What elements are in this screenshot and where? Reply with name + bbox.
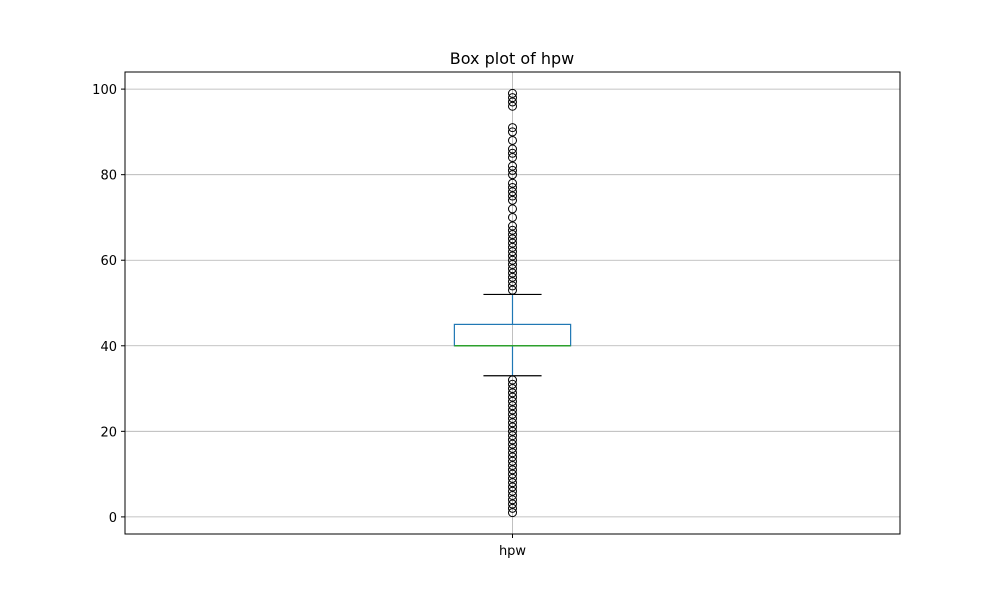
outlier-point xyxy=(508,491,517,500)
outlier-point xyxy=(508,461,517,471)
y-tick-label: 80 xyxy=(100,169,117,184)
outlier-point xyxy=(508,123,517,133)
outlier-point xyxy=(508,230,517,240)
outlier-point xyxy=(508,465,517,475)
y-tick-label: 100 xyxy=(92,83,117,98)
outlier-point xyxy=(508,422,517,432)
outlier-point xyxy=(508,93,517,103)
outlier-point xyxy=(508,161,517,171)
outlier-point xyxy=(508,170,517,180)
outlier-point xyxy=(508,435,517,445)
outlier-point xyxy=(508,212,517,222)
outlier-point xyxy=(508,388,517,398)
y-tick-label: 60 xyxy=(100,254,117,269)
outlier-point xyxy=(508,135,517,145)
outlier-point xyxy=(508,414,517,423)
outlier-point xyxy=(508,264,517,274)
outlier-point xyxy=(508,238,517,248)
outlier-point xyxy=(508,101,517,111)
outlier-point xyxy=(508,478,517,488)
outlier-point xyxy=(508,482,517,492)
outlier-point xyxy=(508,379,517,389)
outlier-point xyxy=(508,260,517,269)
chart-title: Box plot of hpw xyxy=(450,49,574,68)
outlier-point xyxy=(508,499,517,509)
outlier-point xyxy=(508,452,517,462)
outlier-point xyxy=(508,409,517,419)
outlier-point xyxy=(508,183,517,192)
outlier-point xyxy=(508,247,517,257)
outlier-point xyxy=(508,225,517,235)
outlier-point xyxy=(508,272,517,282)
outlier-point xyxy=(508,234,517,244)
x-tick-label: hpw xyxy=(499,544,526,559)
outlier-point xyxy=(508,495,517,505)
y-tick-label: 0 xyxy=(109,511,117,526)
outlier-point xyxy=(508,268,517,278)
outlier-point xyxy=(508,148,517,158)
outlier-point xyxy=(508,88,517,98)
outlier-point xyxy=(508,277,517,287)
outlier-point xyxy=(508,165,517,175)
outlier-point xyxy=(508,255,517,265)
outlier-point xyxy=(508,486,517,496)
outlier-point xyxy=(508,221,517,231)
outlier-point xyxy=(508,384,517,394)
outlier-point xyxy=(508,439,517,449)
outlier-point xyxy=(508,187,517,197)
y-tick-label: 40 xyxy=(100,340,117,355)
outlier-point xyxy=(508,251,517,261)
outlier-point xyxy=(508,204,517,214)
outlier-point xyxy=(508,178,517,188)
outlier-point xyxy=(508,448,517,458)
outlier-point xyxy=(508,144,517,154)
outlier-point xyxy=(508,405,517,415)
outlier-point xyxy=(508,153,517,163)
outlier-point xyxy=(508,443,517,453)
y-axis: 0 20 40 60 80 100 xyxy=(92,83,125,526)
y-tick-label: 20 xyxy=(100,425,117,440)
plot-area xyxy=(453,88,572,518)
outlier-point xyxy=(508,127,517,137)
outlier-point xyxy=(508,473,517,483)
outlier-point xyxy=(508,401,517,411)
outlier-point xyxy=(508,456,517,466)
outlier-point xyxy=(508,242,517,252)
outlier-point xyxy=(508,285,517,295)
outlier-point xyxy=(508,431,517,441)
outlier-point xyxy=(508,426,517,436)
outlier-point xyxy=(508,191,517,201)
outlier-point xyxy=(508,418,517,428)
outlier-point xyxy=(508,469,517,479)
outlier-point xyxy=(508,508,517,518)
outlier-point xyxy=(508,281,517,291)
outlier-point xyxy=(508,503,517,513)
outlier-point xyxy=(508,97,517,107)
outlier-point xyxy=(508,392,517,402)
outlier-point xyxy=(508,195,517,205)
outlier-point xyxy=(508,375,517,385)
outlier-point xyxy=(508,396,517,406)
x-axis: hpw xyxy=(499,534,526,559)
